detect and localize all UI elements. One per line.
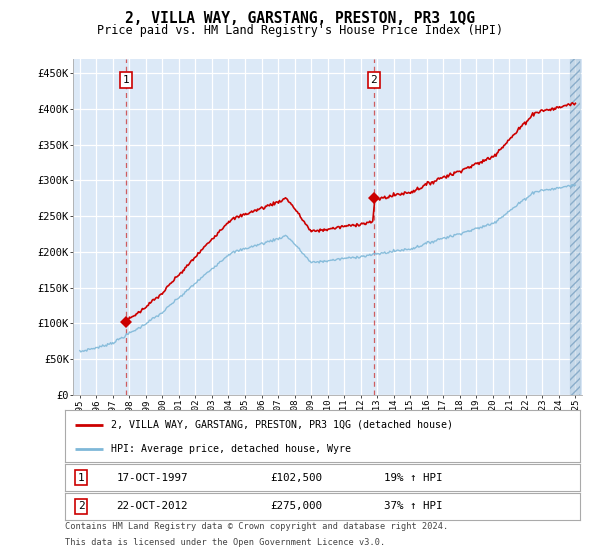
Text: HPI: Average price, detached house, Wyre: HPI: Average price, detached house, Wyre xyxy=(111,444,351,454)
Text: 1: 1 xyxy=(122,75,129,85)
Text: 2, VILLA WAY, GARSTANG, PRESTON, PR3 1QG (detached house): 2, VILLA WAY, GARSTANG, PRESTON, PR3 1QG… xyxy=(111,420,453,430)
Text: This data is licensed under the Open Government Licence v3.0.: This data is licensed under the Open Gov… xyxy=(65,538,385,547)
Text: 17-OCT-1997: 17-OCT-1997 xyxy=(116,473,188,483)
Text: 22-OCT-2012: 22-OCT-2012 xyxy=(116,501,188,511)
Bar xyxy=(571,59,580,395)
Text: Contains HM Land Registry data © Crown copyright and database right 2024.: Contains HM Land Registry data © Crown c… xyxy=(65,522,448,531)
Text: £275,000: £275,000 xyxy=(271,501,323,511)
Text: 2: 2 xyxy=(78,501,85,511)
Text: Price paid vs. HM Land Registry's House Price Index (HPI): Price paid vs. HM Land Registry's House … xyxy=(97,24,503,37)
Text: 1: 1 xyxy=(78,473,85,483)
Text: 2: 2 xyxy=(370,75,377,85)
Text: 2, VILLA WAY, GARSTANG, PRESTON, PR3 1QG: 2, VILLA WAY, GARSTANG, PRESTON, PR3 1QG xyxy=(125,11,475,26)
Text: £102,500: £102,500 xyxy=(271,473,323,483)
Text: 37% ↑ HPI: 37% ↑ HPI xyxy=(384,501,442,511)
Bar xyxy=(571,59,580,395)
Text: 19% ↑ HPI: 19% ↑ HPI xyxy=(384,473,442,483)
